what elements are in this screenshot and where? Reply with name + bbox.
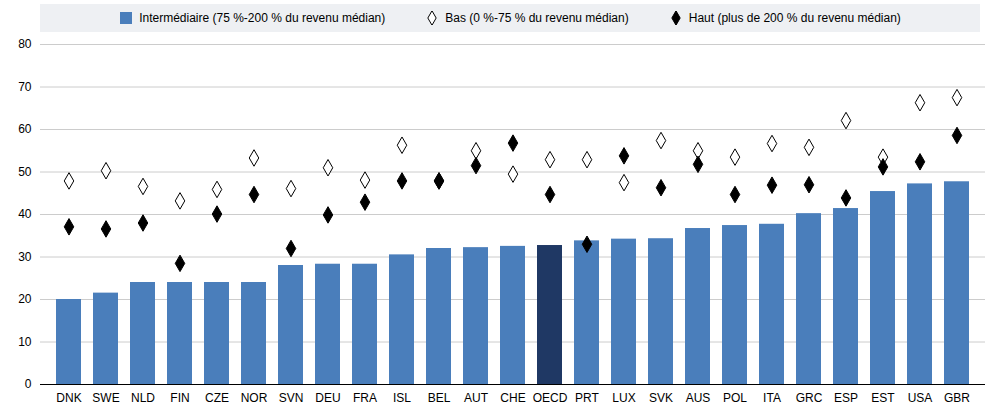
html-text:Intermédiaire (75 %-200 % du r: Intermédiaire (75 %-200 % du revenu médi… [139,11,386,25]
svg-text:CZE: CZE [205,391,229,405]
svg-text:40: 40 [18,207,32,221]
svg-text:BEL: BEL [428,391,451,405]
svg-text:POL: POL [723,391,747,405]
svg-text:SWE: SWE [92,391,119,405]
svg-text:SVN: SVN [279,391,304,405]
svg-text:70: 70 [18,80,32,94]
svg-text:CHE: CHE [500,391,525,405]
svg-text:0: 0 [25,377,32,391]
svg-text:20: 20 [18,292,32,306]
svg-text:ESP: ESP [834,391,858,405]
html-text:Bas (0 %-75 % du revenu médian: Bas (0 %-75 % du revenu médian) [445,11,629,25]
svg-text:NLD: NLD [131,391,155,405]
svg-text:PRT: PRT [575,391,599,405]
svg-text:AUS: AUS [686,391,711,405]
html-text:Haut (plus de 200 % du revenu: Haut (plus de 200 % du revenu médian) [688,11,901,25]
svg-text:EST: EST [871,391,895,405]
svg-text:50: 50 [18,165,32,179]
svg-text:FRA: FRA [353,391,377,405]
svg-text:FIN: FIN [170,391,189,405]
svg-text:30: 30 [18,250,32,264]
svg-text:80: 80 [18,37,32,51]
svg-text:10: 10 [18,335,32,349]
svg-text:DEU: DEU [315,391,340,405]
svg-text:NOR: NOR [241,391,268,405]
svg-text:GBR: GBR [944,391,970,405]
svg-text:OECD: OECD [533,391,568,405]
svg-text:ITA: ITA [763,391,781,405]
svg-text:60: 60 [18,122,32,136]
svg-text:AUT: AUT [464,391,489,405]
svg-text:GRC: GRC [796,391,823,405]
svg-text:SVK: SVK [649,391,673,405]
svg-text:LUX: LUX [612,391,635,405]
svg-text:DNK: DNK [56,391,81,405]
svg-text:ISL: ISL [393,391,411,405]
svg-text:USA: USA [908,391,933,405]
